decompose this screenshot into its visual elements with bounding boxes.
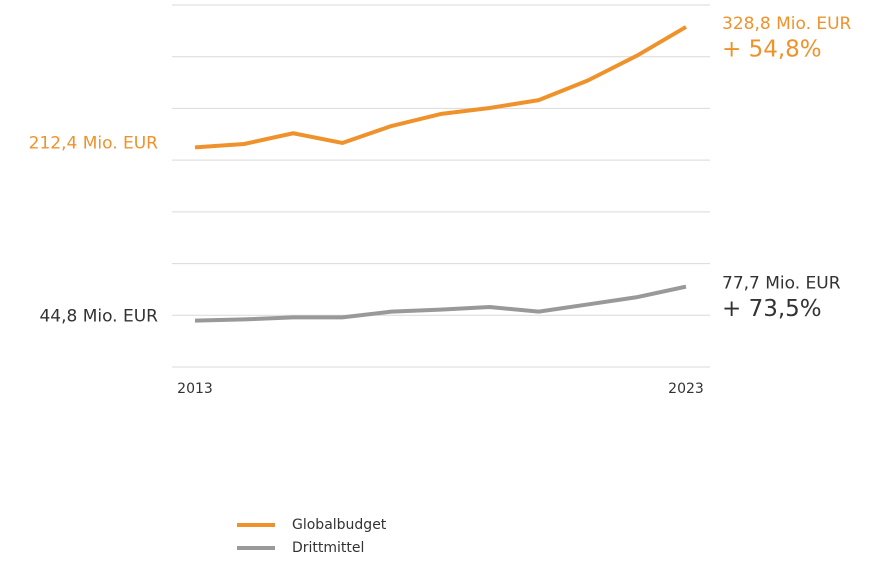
start-label: 212,4 Mio. EUR [29,133,159,153]
change-label: + 73,5% [722,296,822,322]
legend-label: Globalbudget [292,517,387,533]
series-line [194,25,688,150]
x-tick-label: 2013 [177,381,213,397]
start-label: 44,8 Mio. EUR [39,307,158,327]
end-label: 77,7 Mio. EUR [722,274,841,294]
legend-label: Drittmittel [292,540,364,556]
change-label: + 54,8% [722,36,822,62]
x-tick-label: 2023 [668,381,704,397]
end-label: 328,8 Mio. EUR [722,14,852,34]
series-line [194,284,687,323]
